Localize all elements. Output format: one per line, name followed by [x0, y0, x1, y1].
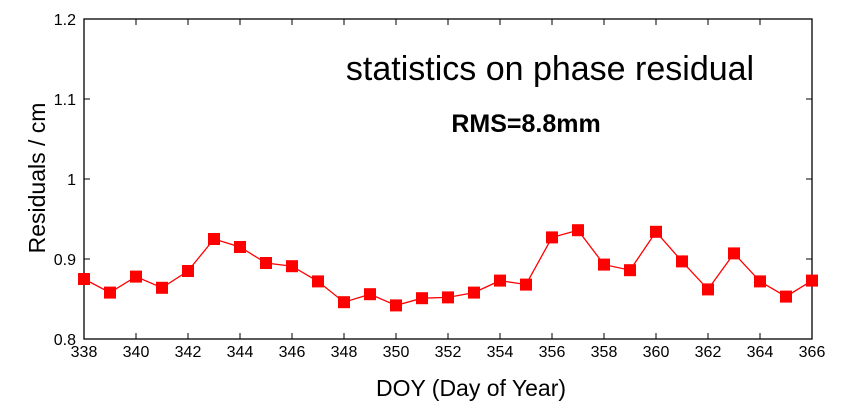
data-point-marker: [546, 231, 558, 244]
data-point-marker: [78, 273, 90, 285]
x-tick-label: 342: [175, 344, 202, 361]
data-point-marker: [312, 275, 324, 288]
annotation-statistics: statistics on phase residual: [346, 50, 754, 88]
data-point-marker: [650, 225, 662, 238]
data-point-marker: [130, 270, 142, 283]
data-point-marker: [234, 241, 246, 253]
data-point-marker: [364, 288, 376, 301]
data-point-marker: [390, 299, 402, 312]
data-point-marker: [780, 290, 792, 303]
x-tick-label: 366: [799, 344, 826, 361]
data-point-marker: [416, 292, 428, 305]
data-point-marker: [598, 258, 610, 271]
annotation-rms: RMS=8.8mm: [451, 110, 600, 138]
data-point-marker: [468, 286, 480, 299]
y-axis: 0.8 0.9 1 1.1 1.2: [54, 12, 812, 349]
x-tick-label: 364: [747, 344, 774, 361]
y-tick-label: 0.8: [54, 332, 76, 349]
y-tick-label: 1.2: [54, 12, 76, 29]
data-point-marker: [286, 260, 298, 273]
x-axis-label: DOY (Day of Year): [376, 375, 566, 401]
x-axis: 338 340 342 344 346 348 350 352 354 356 358 360 362 3…: [71, 19, 826, 361]
y-tick-label: 1.1: [54, 92, 76, 109]
data-point-marker: [208, 233, 220, 245]
data-point-marker: [494, 274, 506, 287]
series-group: [78, 224, 818, 312]
x-tick-label: 362: [695, 344, 722, 361]
x-tick-label: 354: [487, 344, 514, 361]
data-point-marker: [260, 257, 272, 269]
x-tick-label: 356: [539, 344, 566, 361]
data-point-marker: [754, 275, 766, 288]
data-point-marker: [676, 255, 688, 268]
x-tick-label: 338: [71, 344, 98, 361]
data-point-marker: [624, 264, 636, 277]
data-point-marker: [520, 278, 532, 291]
data-point-marker: [338, 296, 350, 309]
x-tick-label: 344: [227, 344, 254, 361]
x-tick-label: 350: [383, 344, 410, 361]
x-tick-label: 340: [123, 344, 150, 361]
x-tick-label: 358: [591, 344, 618, 361]
x-tick-label: 352: [435, 344, 462, 361]
x-tick-label: 348: [331, 344, 358, 361]
data-point-marker: [104, 286, 116, 299]
data-point-marker: [806, 274, 818, 287]
data-point-marker: [182, 265, 194, 277]
y-tick-label: 1: [67, 172, 76, 189]
data-point-marker: [156, 281, 168, 294]
data-point-marker: [442, 291, 454, 304]
x-tick-label: 346: [279, 344, 306, 361]
x-tick-label: 360: [643, 344, 670, 361]
y-tick-label: 0.9: [54, 252, 76, 269]
data-point-marker: [728, 247, 740, 260]
y-axis-label: Residuals / cm: [24, 103, 50, 254]
data-point-marker: [572, 224, 584, 237]
data-point-marker: [702, 283, 714, 296]
